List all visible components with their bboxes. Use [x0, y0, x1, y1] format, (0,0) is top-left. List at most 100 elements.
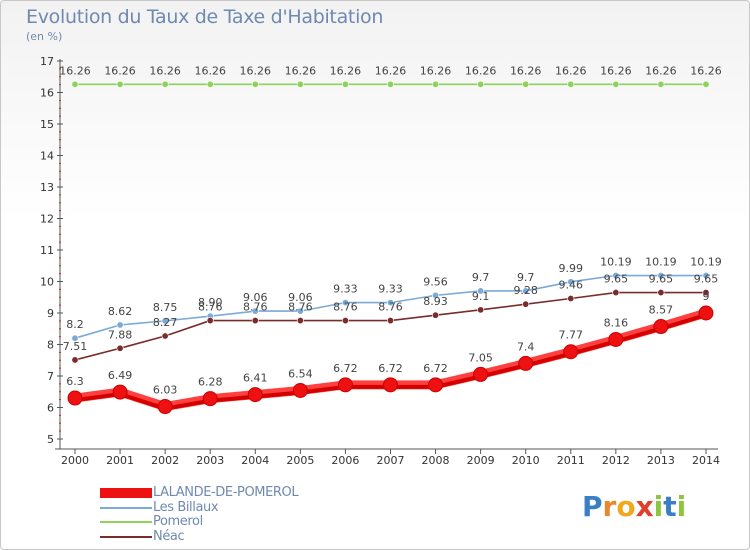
data-point [202, 391, 218, 407]
data-label: 8.90 [198, 296, 223, 309]
data-point [341, 317, 349, 325]
data-label: 6.72 [378, 362, 403, 375]
data-point [386, 317, 394, 325]
data-label: 7.4 [517, 340, 535, 353]
data-label: 16.26 [420, 64, 452, 77]
data-label: 8.93 [423, 295, 448, 308]
data-point [67, 390, 83, 406]
data-label: 9.7 [472, 271, 490, 284]
legend-label: LALANDE-DE-POMEROL [153, 485, 299, 501]
legend-swatch [100, 521, 152, 524]
data-point [296, 307, 304, 315]
data-point [116, 344, 124, 352]
data-label: 7.05 [468, 351, 493, 364]
data-label: 9.56 [423, 275, 448, 288]
data-label: 16.26 [330, 64, 362, 77]
y-tick-label: 17 [40, 55, 54, 68]
data-point [337, 377, 353, 393]
data-point [341, 299, 349, 307]
series-les-billaux: 8.28.62 8.75 8.90 9.06 9.069.33 9.339.56 9.7 9.… [66, 256, 722, 342]
legend-swatch [100, 506, 152, 509]
data-label: 6.72 [423, 362, 448, 375]
data-label: 8.76 [333, 301, 358, 314]
data-point [657, 80, 665, 88]
data-point [432, 311, 440, 319]
data-label: 16.26 [285, 64, 317, 77]
data-label: 8.27 [153, 316, 178, 329]
data-point [206, 80, 214, 88]
data-point [563, 344, 579, 360]
data-point [296, 80, 304, 88]
legend-label: Pomerol [153, 514, 203, 530]
data-point [702, 272, 710, 280]
y-tick-label: 12 [40, 213, 54, 226]
data-label: 8.62 [108, 305, 133, 318]
data-label: 7.51 [63, 340, 88, 353]
data-point [71, 80, 79, 88]
chart-title: Evolution du Taux de Taxe d'Habitation [26, 6, 384, 28]
data-point [296, 317, 304, 325]
data-label: 6.41 [243, 372, 268, 385]
data-point [251, 80, 259, 88]
data-point [251, 307, 259, 315]
legend: LALANDE-DE-POMEROL Les Billaux Pomerol Néac [100, 485, 299, 545]
data-label: 9.99 [559, 262, 584, 275]
data-label: 16.26 [194, 64, 226, 77]
chart-subtitle: (en %) [26, 30, 63, 43]
legend-label: Les Billaux [153, 499, 219, 515]
x-tick-label: 2014 [692, 454, 720, 467]
data-label: 9.28 [513, 284, 538, 297]
legend-item: Néac [100, 528, 298, 545]
data-label: 9.06 [288, 291, 313, 304]
data-point [477, 287, 485, 295]
data-label: 9.65 [649, 273, 674, 286]
data-point [432, 291, 440, 299]
data-point [522, 300, 530, 308]
proxiti-logo: Proxiti [582, 490, 687, 523]
data-label: 10.19 [645, 256, 677, 269]
data-point [522, 287, 530, 295]
data-point [473, 366, 489, 382]
y-tick-label: 8 [47, 339, 54, 352]
data-point [477, 80, 485, 88]
x-tick-label: 2011 [557, 454, 585, 467]
y-tick-label: 11 [40, 244, 54, 257]
data-point [161, 332, 169, 340]
x-tick-label: 2009 [467, 454, 495, 467]
data-point [112, 384, 128, 400]
data-label: 6.54 [288, 367, 313, 380]
legend-item: Les Billaux [100, 499, 298, 516]
data-point [612, 289, 620, 297]
x-tick-label: 2004 [241, 454, 269, 467]
data-label: 16.26 [149, 64, 181, 77]
data-label: 7.88 [108, 328, 133, 341]
data-label: 6.03 [153, 384, 178, 397]
data-label: 7.77 [559, 329, 584, 342]
legend-label: Néac [153, 528, 185, 544]
y-tick-label: 10 [40, 276, 54, 289]
data-label: 10.19 [690, 256, 722, 269]
x-tick-label: 2010 [512, 454, 540, 467]
data-label: 6.72 [333, 362, 358, 375]
data-label: 9.7 [517, 271, 535, 284]
data-label: 8.2 [66, 318, 84, 331]
data-point [432, 80, 440, 88]
series-n-ac: 7.51 7.88 8.27 8.76 8.76 8.76 8.76 8.76 8.93 9.1 9… [63, 273, 718, 364]
data-point [116, 321, 124, 329]
y-tick-label: 14 [40, 150, 54, 163]
data-label: 8.76 [243, 301, 268, 314]
data-point [567, 80, 575, 88]
data-label: 6.49 [108, 369, 133, 382]
data-point [657, 289, 665, 297]
data-point [71, 334, 79, 342]
axes: 5 6 7 8 9 10 11 12 13 14 15 16 17 2000 2001 2002 2003 200… [40, 55, 720, 467]
data-label: 16.26 [510, 64, 542, 77]
data-label: 8.57 [649, 304, 674, 317]
data-label: 8.76 [288, 301, 313, 314]
legend-swatch [100, 535, 152, 538]
data-label: 6.28 [198, 376, 223, 389]
data-point [518, 355, 534, 371]
data-point [292, 382, 308, 398]
data-point [157, 399, 173, 415]
